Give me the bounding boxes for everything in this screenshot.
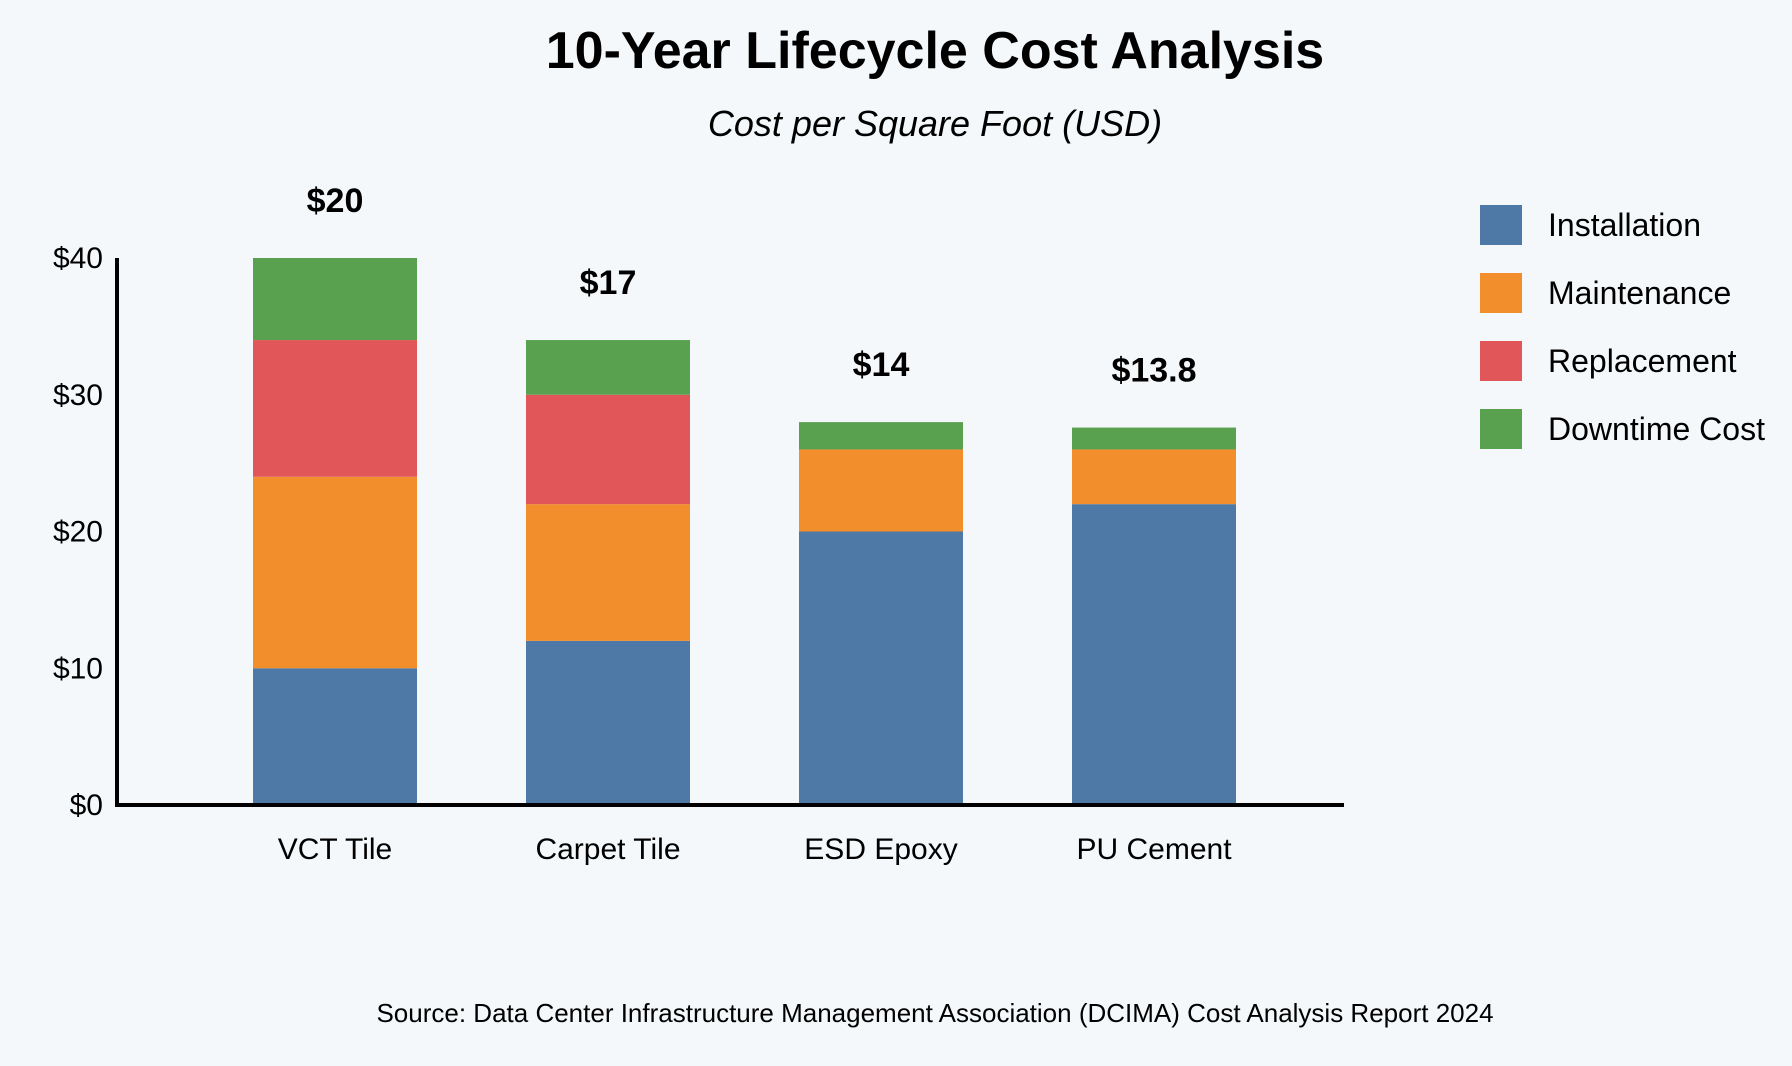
total-label: $14 [853,346,910,384]
x-category-label: ESD Epoxy [804,833,957,866]
bar-vct-tile-downtime-cost [253,258,417,341]
x-category-label: Carpet Tile [535,833,680,866]
total-label: $17 [580,264,637,302]
bars-group [253,258,1236,805]
bar-esd-epoxy-downtime-cost [799,422,963,450]
bar-carpet-tile-downtime-cost [526,340,690,395]
legend-swatch-downtime-cost [1480,409,1522,449]
chart-title: 10-Year Lifecycle Cost Analysis [546,22,1324,80]
x-axis-categories: VCT Tile Carpet Tile ESD Epoxy PU Cement [278,833,1232,866]
legend-label-downtime-cost: Downtime Cost [1548,411,1765,447]
bar-vct-tile-installation [253,668,417,805]
y-tick-label: $20 [53,516,103,549]
y-axis-ticks: $0 $10 $20 $30 $40 [53,242,103,822]
legend-swatch-installation [1480,205,1522,245]
legend-swatch-replacement [1480,341,1522,381]
bar-carpet-tile-replacement [526,394,690,505]
bar-carpet-tile-installation [526,640,690,805]
legend: Installation Maintenance Replacement Downti… [1480,205,1765,449]
bar-pu-cement-maintenance [1072,449,1236,505]
y-tick-label: $10 [53,652,103,685]
y-tick-label: $0 [70,789,103,822]
y-tick-label: $40 [53,242,103,275]
chart-subtitle: Cost per Square Foot (USD) [708,103,1162,144]
legend-label-replacement: Replacement [1548,343,1737,379]
bar-esd-epoxy-maintenance [799,449,963,532]
bar-vct-tile-replacement [253,340,417,477]
total-label: $13.8 [1111,352,1196,390]
bar-pu-cement-downtime-cost [1072,427,1236,450]
y-tick-label: $30 [53,379,103,412]
bar-pu-cement-installation [1072,504,1236,805]
bar-carpet-tile-maintenance [526,504,690,641]
total-label: $20 [307,182,364,220]
source-note: Source: Data Center Infrastructure Manag… [376,998,1493,1028]
bar-esd-epoxy-installation [799,531,963,805]
bar-vct-tile-maintenance [253,476,417,669]
x-category-label: PU Cement [1076,833,1232,866]
x-category-label: VCT Tile [278,833,392,866]
legend-swatch-maintenance [1480,273,1522,313]
legend-label-maintenance: Maintenance [1548,275,1731,311]
total-labels: $20 $17 $14 $13.8 [307,182,1197,390]
legend-label-installation: Installation [1548,207,1701,243]
